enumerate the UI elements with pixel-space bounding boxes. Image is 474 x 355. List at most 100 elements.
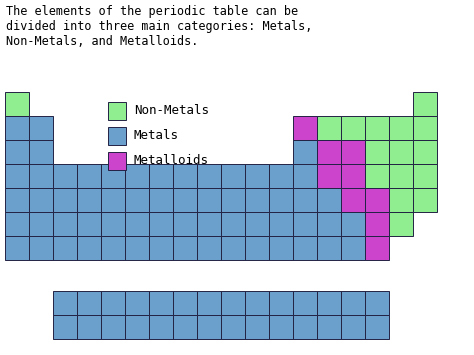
Bar — [149, 315, 173, 339]
Bar — [365, 315, 389, 339]
Bar — [293, 116, 317, 140]
Bar — [5, 140, 29, 164]
Bar — [341, 140, 365, 164]
Text: Non-Metals: Non-Metals — [134, 104, 209, 118]
Bar — [317, 188, 341, 212]
Bar — [293, 315, 317, 339]
Bar — [197, 236, 221, 260]
Bar — [173, 315, 197, 339]
Bar — [149, 291, 173, 315]
Bar — [53, 188, 77, 212]
Text: The elements of the periodic table can be
divided into three main categories: Me: The elements of the periodic table can b… — [6, 5, 312, 48]
Bar — [77, 236, 101, 260]
Bar — [293, 140, 317, 164]
Bar — [269, 315, 293, 339]
Bar — [173, 164, 197, 188]
Bar — [29, 212, 53, 236]
Bar — [341, 116, 365, 140]
Bar — [365, 140, 389, 164]
Bar — [173, 212, 197, 236]
Bar — [108, 102, 126, 120]
Bar — [293, 164, 317, 188]
Bar — [317, 116, 341, 140]
Bar — [53, 164, 77, 188]
Bar — [341, 212, 365, 236]
Bar — [125, 291, 149, 315]
Bar — [197, 212, 221, 236]
Bar — [245, 188, 269, 212]
Bar — [149, 188, 173, 212]
Bar — [245, 212, 269, 236]
Bar — [5, 212, 29, 236]
Bar — [29, 188, 53, 212]
Bar — [365, 236, 389, 260]
Bar — [149, 236, 173, 260]
Bar — [269, 291, 293, 315]
Bar — [341, 188, 365, 212]
Bar — [53, 315, 77, 339]
Bar — [221, 164, 245, 188]
Bar — [221, 188, 245, 212]
Bar — [108, 127, 126, 145]
Bar — [365, 188, 389, 212]
Bar — [77, 291, 101, 315]
Bar — [245, 315, 269, 339]
Bar — [101, 164, 125, 188]
Bar — [29, 236, 53, 260]
Bar — [389, 140, 413, 164]
Bar — [29, 164, 53, 188]
Bar — [5, 116, 29, 140]
Bar — [245, 291, 269, 315]
Bar — [365, 291, 389, 315]
Bar — [101, 236, 125, 260]
Bar — [413, 140, 437, 164]
Bar — [173, 236, 197, 260]
Bar — [269, 236, 293, 260]
Bar — [389, 212, 413, 236]
Bar — [197, 291, 221, 315]
Bar — [197, 164, 221, 188]
Bar — [269, 164, 293, 188]
Bar — [53, 236, 77, 260]
Bar — [101, 315, 125, 339]
Bar — [29, 116, 53, 140]
Bar — [413, 188, 437, 212]
Bar — [29, 140, 53, 164]
Bar — [125, 188, 149, 212]
Bar — [173, 291, 197, 315]
Bar — [5, 236, 29, 260]
Bar — [365, 116, 389, 140]
Bar — [77, 164, 101, 188]
Text: Metals: Metals — [134, 130, 179, 142]
Bar — [197, 315, 221, 339]
Bar — [341, 315, 365, 339]
Bar — [341, 164, 365, 188]
Bar — [77, 212, 101, 236]
Bar — [53, 212, 77, 236]
Bar — [245, 164, 269, 188]
Bar — [5, 164, 29, 188]
Bar — [317, 140, 341, 164]
Bar — [221, 212, 245, 236]
Bar — [173, 188, 197, 212]
Bar — [125, 164, 149, 188]
Bar — [77, 188, 101, 212]
Bar — [101, 212, 125, 236]
Bar — [413, 92, 437, 116]
Bar — [317, 164, 341, 188]
Bar — [125, 315, 149, 339]
Bar — [389, 164, 413, 188]
Bar — [293, 212, 317, 236]
Bar — [221, 315, 245, 339]
Text: Metalloids: Metalloids — [134, 154, 209, 168]
Bar — [365, 164, 389, 188]
Bar — [389, 116, 413, 140]
Bar — [413, 164, 437, 188]
Bar — [341, 291, 365, 315]
Bar — [77, 315, 101, 339]
Bar — [149, 164, 173, 188]
Bar — [269, 188, 293, 212]
Bar — [5, 92, 29, 116]
Bar — [317, 315, 341, 339]
Bar — [293, 236, 317, 260]
